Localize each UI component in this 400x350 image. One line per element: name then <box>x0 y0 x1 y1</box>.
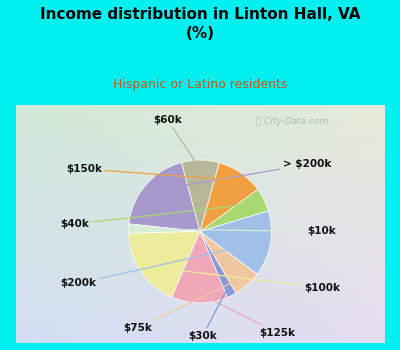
Wedge shape <box>200 163 258 231</box>
Wedge shape <box>172 231 228 303</box>
Text: $10k: $10k <box>140 226 336 237</box>
Text: ⓘ City-Data.com: ⓘ City-Data.com <box>256 117 328 126</box>
Text: Income distribution in Linton Hall, VA
(%): Income distribution in Linton Hall, VA (… <box>40 7 360 41</box>
Wedge shape <box>128 224 200 233</box>
Text: $75k: $75k <box>123 279 239 333</box>
Wedge shape <box>200 231 257 293</box>
Text: $200k: $200k <box>60 243 259 288</box>
Wedge shape <box>129 231 200 297</box>
Wedge shape <box>182 160 219 231</box>
Wedge shape <box>200 211 271 274</box>
Text: Hispanic or Latino residents: Hispanic or Latino residents <box>113 78 287 91</box>
Text: $150k: $150k <box>66 164 233 180</box>
Text: $60k: $60k <box>153 115 199 167</box>
Wedge shape <box>200 189 268 231</box>
Text: $125k: $125k <box>202 295 295 338</box>
Text: > $200k: > $200k <box>155 160 331 190</box>
Text: $30k: $30k <box>189 290 226 341</box>
Wedge shape <box>200 231 236 298</box>
Wedge shape <box>129 162 200 231</box>
Text: $100k: $100k <box>151 267 340 293</box>
Text: $40k: $40k <box>61 204 253 229</box>
